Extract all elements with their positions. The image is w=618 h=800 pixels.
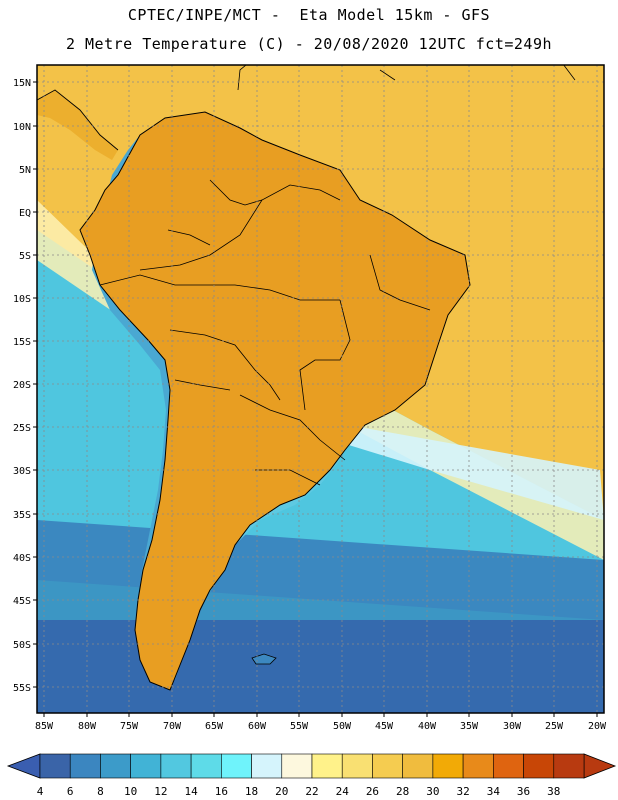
lon-label: 75W	[120, 721, 139, 732]
lon-label: 50W	[333, 721, 352, 732]
colorbar-label: 20	[275, 785, 288, 798]
colorbar-swatch	[311, 753, 343, 779]
colorbar-low-arrow	[6, 753, 41, 779]
colorbar-swatch	[130, 753, 162, 779]
central-america-coastline	[37, 89, 119, 151]
lat-label: 40S	[13, 553, 31, 564]
lon-label: 85W	[35, 721, 54, 732]
map-field	[37, 65, 604, 713]
lon-label: 55W	[290, 721, 309, 732]
colorbar-label: 30	[426, 785, 439, 798]
lat-label: EQ	[19, 208, 31, 219]
lon-label: 30W	[503, 721, 522, 732]
lon-label: 60W	[248, 721, 267, 732]
colorbar-swatch	[39, 753, 71, 779]
caribbean-islands-outline	[237, 65, 576, 91]
colorbar-label: 4	[37, 785, 44, 798]
colorbar-swatch	[221, 753, 252, 779]
colorbar-label: 6	[67, 785, 74, 798]
lon-label: 70W	[163, 721, 182, 732]
map-title-line-2: 2 Metre Temperature (C) - 20/08/2020 12U…	[65, 35, 553, 53]
lat-label: 50S	[13, 640, 31, 651]
colorbar-label: 12	[154, 785, 167, 798]
map-title-line-1: CPTEC/INPE/MCT - Eta Model 15km - GFS	[127, 6, 491, 24]
lat-label: 10S	[13, 294, 31, 305]
colorbar-swatch	[160, 753, 192, 779]
map-frame	[36, 64, 605, 714]
graticule	[37, 65, 604, 713]
colorbar-swatch	[372, 753, 403, 779]
lat-label: 25S	[13, 423, 31, 434]
lat-label: 45S	[13, 596, 31, 607]
colorbar-swatch	[69, 753, 101, 779]
colorbar-swatch	[341, 753, 373, 779]
lat-label: 5S	[19, 251, 31, 262]
colorbar-label: 22	[305, 785, 318, 798]
lon-label: 25W	[545, 721, 564, 732]
lon-label: 80W	[78, 721, 97, 732]
lon-label: 40W	[418, 721, 437, 732]
lat-label: 35S	[13, 510, 31, 521]
colorbar-label: 10	[124, 785, 137, 798]
colorbar-swatch	[402, 753, 434, 779]
lat-label: 10N	[13, 122, 31, 133]
colorbar-label: 28	[396, 785, 409, 798]
colorbar-label: 32	[456, 785, 469, 798]
colorbar-swatch	[523, 753, 555, 779]
colorbar-swatch	[462, 753, 494, 779]
colorbar-swatch	[493, 753, 524, 779]
longitude-axis: 85W 80W 75W 70W 65W 60W 55W 50W 45W 40W …	[35, 713, 607, 732]
lat-label: 15N	[13, 78, 31, 89]
lat-label: 15S	[13, 337, 31, 348]
colorbar-label: 8	[97, 785, 104, 798]
colorbar-swatch	[190, 753, 222, 779]
colorbar-high-arrow	[583, 753, 617, 779]
colorbar-swatch	[281, 753, 313, 779]
colorbar: 4 6 8 10 12 14 16 18 20 22 24 26 28 30 32 34 36 38	[6, 753, 617, 798]
colorbar-label: 34	[487, 785, 501, 798]
lon-label: 65W	[205, 721, 224, 732]
latitude-axis: 15N 10N 5N EQ 5S 10S 15S 20S 25S 30S 35S…	[13, 78, 37, 694]
colorbar-label: 38	[547, 785, 560, 798]
falkland-islands	[251, 653, 277, 665]
lat-label: 55S	[13, 683, 31, 694]
colorbar-label: 36	[517, 785, 530, 798]
lon-label: 20W	[588, 721, 607, 732]
lon-label: 45W	[375, 721, 394, 732]
lat-label: 20S	[13, 380, 31, 391]
colorbar-label: 26	[366, 785, 379, 798]
lat-label: 5N	[19, 165, 31, 176]
colorbar-label: 16	[215, 785, 228, 798]
central-america-land	[37, 90, 118, 160]
lon-label: 35W	[460, 721, 479, 732]
colorbar-swatch	[251, 753, 283, 779]
colorbar-label: 14	[184, 785, 198, 798]
colorbar-swatch	[432, 753, 464, 779]
colorbar-swatch	[100, 753, 131, 779]
country-borders	[99, 179, 431, 486]
lat-label: 30S	[13, 466, 31, 477]
colorbar-label: 24	[336, 785, 350, 798]
colorbar-label: 18	[245, 785, 258, 798]
southern-ocean-cold-band	[37, 620, 604, 713]
colorbar-swatch	[553, 753, 585, 779]
